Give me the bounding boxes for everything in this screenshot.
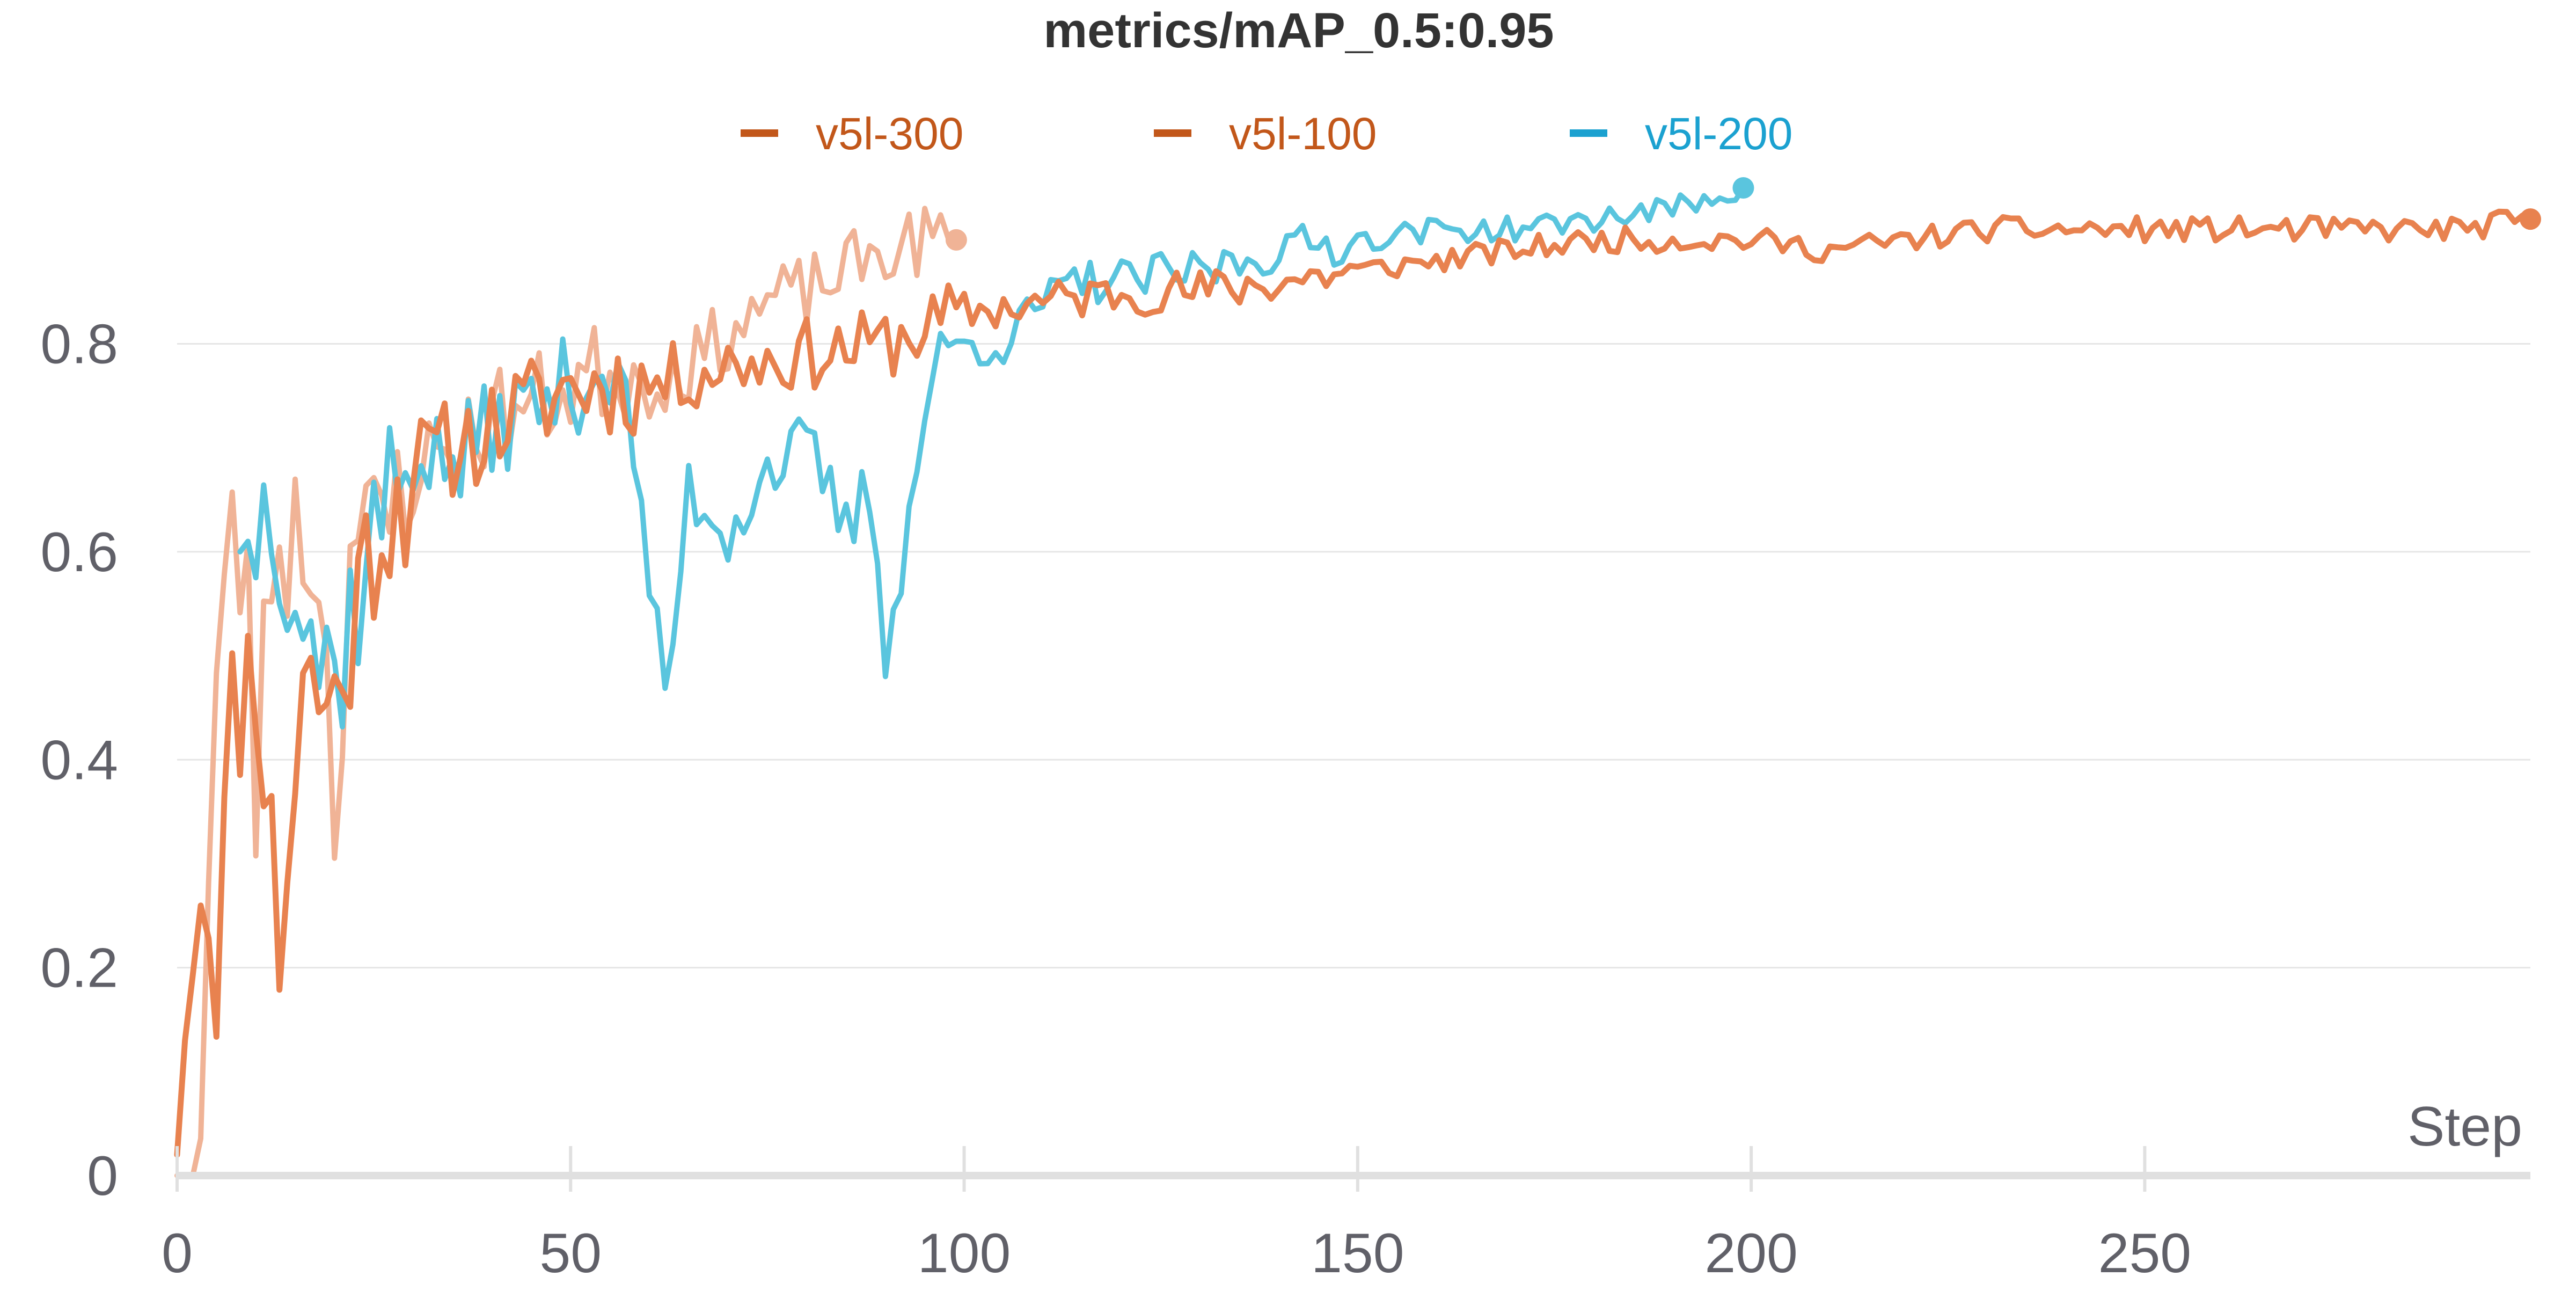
- x-axis: 0 50 100 150 200 250: [162, 1146, 2530, 1285]
- x-tick-label: 50: [539, 1222, 602, 1285]
- end-markers: [946, 177, 2541, 251]
- series-end-marker-v5l-200: [1732, 177, 1754, 199]
- series-end-marker-v5l-100: [946, 229, 967, 251]
- legend-label-v5l-100: v5l-100: [1229, 108, 1377, 159]
- series-line-v5l-200: [240, 188, 1743, 727]
- series-end-marker-v5l-300: [2520, 208, 2541, 230]
- x-tick-label: 150: [1311, 1222, 1404, 1285]
- legend: v5l-300 v5l-100 v5l-200: [741, 108, 1793, 159]
- y-tick-label: 0: [87, 1145, 118, 1207]
- x-tick-label: 100: [918, 1222, 1011, 1285]
- x-tick-label: 0: [162, 1222, 193, 1285]
- legend-label-v5l-300: v5l-300: [816, 108, 964, 159]
- grid: [177, 344, 2530, 968]
- x-tick-label: 250: [2098, 1222, 2192, 1285]
- series-line-v5l-300: [177, 211, 2530, 1155]
- y-tick-label: 0.6: [40, 521, 118, 583]
- y-axis: 0 0.2 0.4 0.6 0.8: [40, 313, 118, 1207]
- x-axis-title: Step: [2407, 1096, 2522, 1158]
- y-tick-label: 0.4: [40, 729, 118, 791]
- chart-title: metrics/mAP_0.5:0.95: [1043, 3, 1554, 58]
- legend-label-v5l-200: v5l-200: [1645, 108, 1793, 159]
- x-tick-label: 200: [1704, 1222, 1798, 1285]
- y-tick-label: 0.2: [40, 937, 118, 1000]
- series-layer: [177, 188, 2530, 1176]
- y-tick-label: 0.8: [40, 313, 118, 376]
